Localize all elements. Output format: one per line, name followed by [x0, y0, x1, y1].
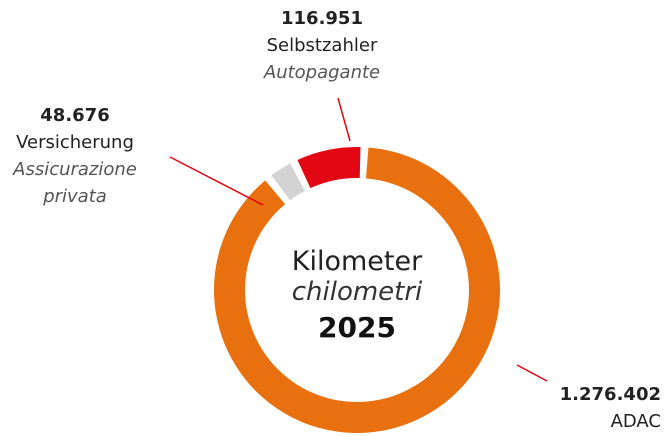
- slice-label: 116.951 Selbstzahler Autopagante: [242, 5, 402, 86]
- donut-slice: [271, 163, 305, 201]
- leader-line: [337, 97, 351, 142]
- value-label: 116.951: [281, 8, 363, 29]
- category-label: ADAC: [610, 411, 661, 432]
- slice-label: 48.676 Versicherung Assicurazione privata: [0, 102, 150, 210]
- leader-line: [169, 156, 264, 206]
- value-label: 48.676: [40, 105, 110, 126]
- category-label: Versicherung: [16, 132, 134, 153]
- value-label: 1.276.402: [559, 384, 661, 405]
- donut-slice: [297, 147, 361, 189]
- center-year: 2025: [318, 311, 396, 344]
- category-label: Selbstzahler: [266, 35, 378, 56]
- category-translation: Autopagante: [263, 62, 381, 83]
- category-translation: Assicurazione privata: [13, 159, 137, 207]
- center-subtitle: chilometri: [292, 277, 423, 307]
- leader-line: [516, 364, 548, 382]
- center-title: Kilometer: [292, 246, 423, 277]
- slice-label: 1.276.402 ADAC: [560, 381, 661, 435]
